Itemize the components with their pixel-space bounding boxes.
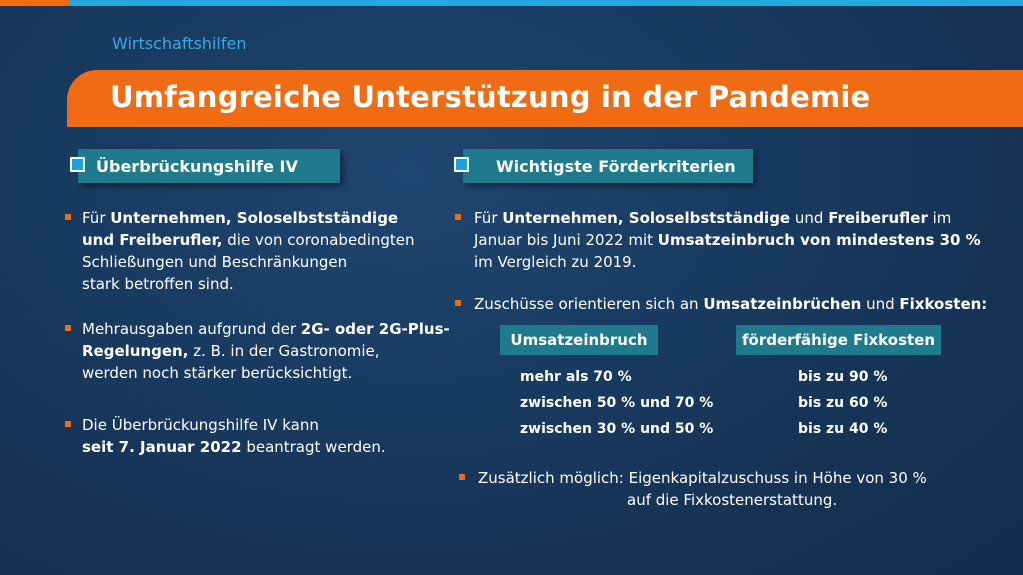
section-heading-label: Überbrückungshilfe IV — [96, 156, 298, 176]
table-cell-fixkosten: bis zu 60 % — [798, 395, 888, 411]
bullet-icon — [65, 325, 71, 331]
left-bullet-2: Mehrausgaben aufgrund der 2G- oder 2G-Pl… — [82, 320, 450, 382]
left-bullet-3: Die Überbrückungshilfe IV kann seit 7. J… — [82, 416, 386, 456]
right-bullet-1: Für Unternehmen, Soloselbstständige und … — [474, 209, 981, 271]
section-heading-label: Wichtigste Förderkriterien — [496, 156, 736, 176]
table-cell-umsatz: mehr als 70 % — [520, 369, 632, 385]
table-header-fixkosten: förderfähige Fixkosten — [736, 325, 941, 355]
top-accent-orange — [0, 0, 70, 6]
page-title: Umfangreiche Unterstützung in der Pandem… — [110, 80, 871, 114]
table-cell-umsatz: zwischen 30 % und 50 % — [520, 421, 714, 437]
title-banner — [67, 70, 1023, 127]
table-cell-umsatz: zwischen 50 % und 70 % — [520, 395, 714, 411]
section-heading-foerderkriterien: Wichtigste Förderkriterien — [463, 149, 753, 183]
section-heading-ueberbrueckungshilfe: Überbrückungshilfe IV — [78, 149, 340, 183]
table-cell-fixkosten: bis zu 90 % — [798, 369, 888, 385]
right-bullet-3: Zusätzlich möglich: Eigenkapitalzuschuss… — [478, 469, 927, 509]
bullet-icon — [65, 421, 71, 427]
bullet-icon — [459, 474, 465, 480]
kicker-label: Wirtschaftshilfen — [112, 34, 247, 53]
table-header-umsatzeinbruch: Umsatzeinbruch — [500, 325, 658, 355]
left-bullet-1: Für Unternehmen, Soloselbstständige und … — [82, 209, 415, 293]
bullet-icon — [65, 214, 71, 220]
right-bullet-2: Zuschüsse orientieren sich an Umsatzeinb… — [474, 295, 988, 313]
section-square-icon — [454, 157, 469, 172]
top-accent-bar — [0, 0, 1023, 6]
table-cell-fixkosten: bis zu 40 % — [798, 421, 888, 437]
section-square-icon-front — [70, 157, 85, 172]
bullet-icon — [455, 300, 461, 306]
bullet-icon — [455, 214, 461, 220]
